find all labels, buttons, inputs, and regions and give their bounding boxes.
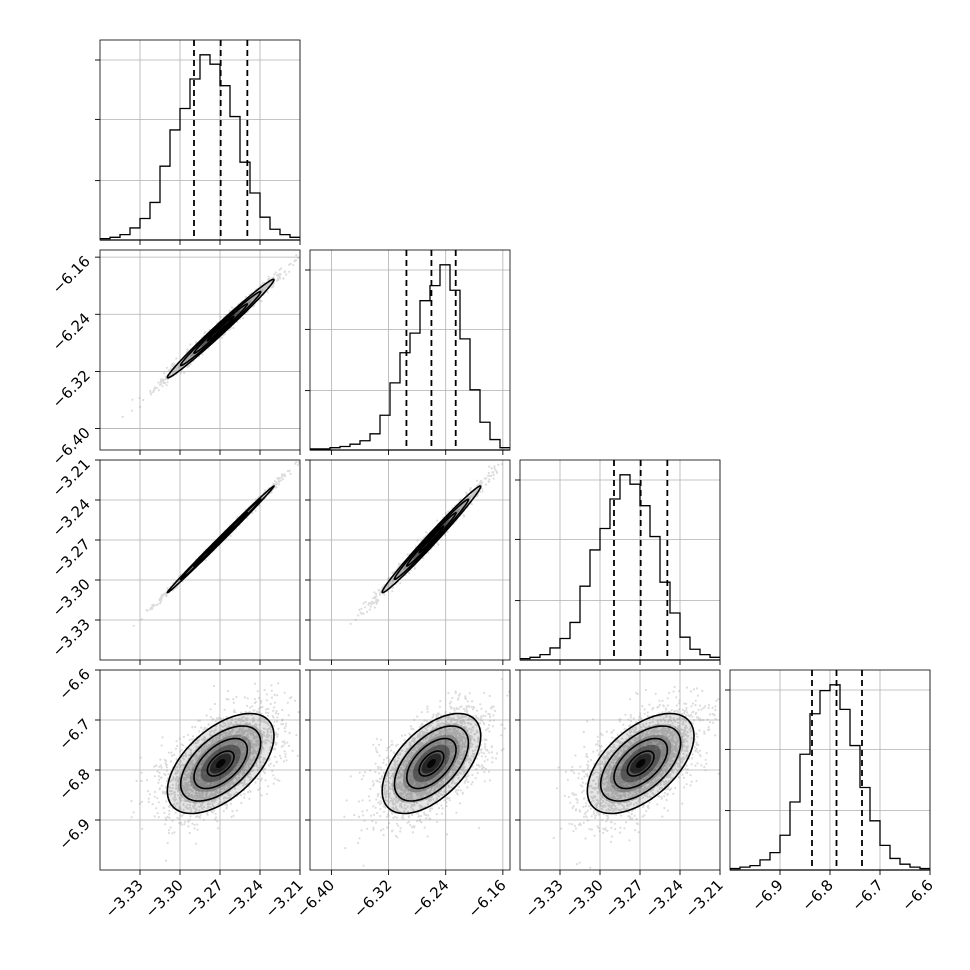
histogram-panel: [95, 39, 301, 241]
density-content: [100, 250, 300, 450]
x-tick-label: −6.7: [848, 876, 886, 914]
x-tick-label: −3.24: [222, 876, 267, 921]
contour-line: [405, 511, 457, 567]
y-tick-label: −6.8: [55, 765, 93, 803]
contour-line: [193, 737, 249, 790]
x-tick-label: −3.24: [642, 876, 687, 921]
x-tick-label: −6.6: [898, 876, 936, 914]
contour-line: [193, 511, 249, 567]
density-panel: −6.9 −6.8 −6.7 −6.6: [55, 665, 301, 871]
density-panel: −3.33−3.30−3.27−3.24−3.21: [49, 455, 301, 661]
histogram-step: [520, 474, 720, 660]
panel-frame: [309, 249, 511, 451]
contour-line: [381, 485, 482, 594]
x-tick-label: −6.16: [464, 876, 509, 921]
x-tick-label: −6.9: [748, 876, 786, 914]
y-tick-label: −3.33: [49, 615, 94, 660]
contour-line: [586, 712, 695, 815]
x-tick-label: −6.24: [407, 876, 452, 921]
y-tick-label: −3.27: [49, 535, 94, 580]
contour-line: [626, 750, 655, 777]
x-tick-label: −3.27: [182, 876, 227, 921]
contour-line: [393, 498, 470, 581]
density-content: [100, 460, 300, 660]
contour-line: [166, 712, 275, 815]
density-content: [310, 460, 510, 660]
density-fill: [635, 759, 646, 768]
contour-line: [418, 525, 445, 554]
contour-line: [206, 315, 235, 342]
contour-line: [179, 290, 262, 367]
histogram-step: [310, 264, 510, 450]
panel-frame: [99, 39, 301, 241]
panel-frame: [99, 249, 301, 451]
x-tick-label: −3.21: [682, 876, 727, 921]
x-tick-label: −3.33: [102, 876, 147, 921]
y-tick-label: −6.24: [49, 309, 94, 354]
histogram-panel: [515, 459, 721, 661]
histogram-step: [730, 684, 930, 870]
density-fill: [426, 759, 436, 768]
contour-line: [206, 525, 235, 554]
contour-line: [405, 737, 457, 790]
density-fill: [215, 324, 226, 334]
density-panel: [305, 459, 511, 661]
scatter-points: [552, 685, 720, 869]
contour-line: [166, 278, 275, 379]
density-panel: [515, 669, 721, 871]
y-tick-label: −6.7: [55, 715, 93, 753]
contour-line: [613, 737, 669, 790]
contour-line: [179, 725, 262, 802]
density-panel: −6.40−6.32−6.24−6.16: [49, 249, 301, 469]
panel-frame: [309, 459, 511, 661]
contour-line: [206, 750, 235, 777]
contour-line: [381, 712, 482, 815]
y-tick-label: −6.32: [49, 367, 94, 412]
x-tick-label: −3.33: [522, 876, 567, 921]
x-tick-label: −6.8: [798, 876, 836, 914]
density-fill: [426, 534, 436, 545]
panel-frame: [519, 459, 721, 661]
x-tick-label: −6.32: [350, 876, 395, 921]
contour-line: [418, 750, 445, 777]
x-tick-label: −3.30: [562, 876, 607, 921]
y-tick-label: −6.6: [55, 665, 93, 703]
contour-line: [599, 725, 682, 802]
y-tick-label: −6.16: [49, 252, 94, 297]
y-tick-label: −3.30: [49, 575, 94, 620]
density-fill: [215, 759, 226, 768]
x-tick-label: −3.30: [142, 876, 187, 921]
x-tick-label: −3.27: [602, 876, 647, 921]
y-tick-label: −6.9: [55, 815, 93, 853]
density-panel: [305, 669, 511, 871]
histogram-step: [100, 54, 300, 240]
contour-line: [193, 303, 249, 355]
contour-line: [393, 725, 470, 802]
y-tick-label: −3.24: [49, 495, 94, 540]
histogram-panel: [725, 669, 931, 871]
density-content: [310, 670, 510, 870]
density-content: [100, 670, 300, 870]
histogram-panel: [305, 249, 511, 451]
density-content: [520, 670, 720, 870]
panel-frame: [99, 459, 301, 661]
